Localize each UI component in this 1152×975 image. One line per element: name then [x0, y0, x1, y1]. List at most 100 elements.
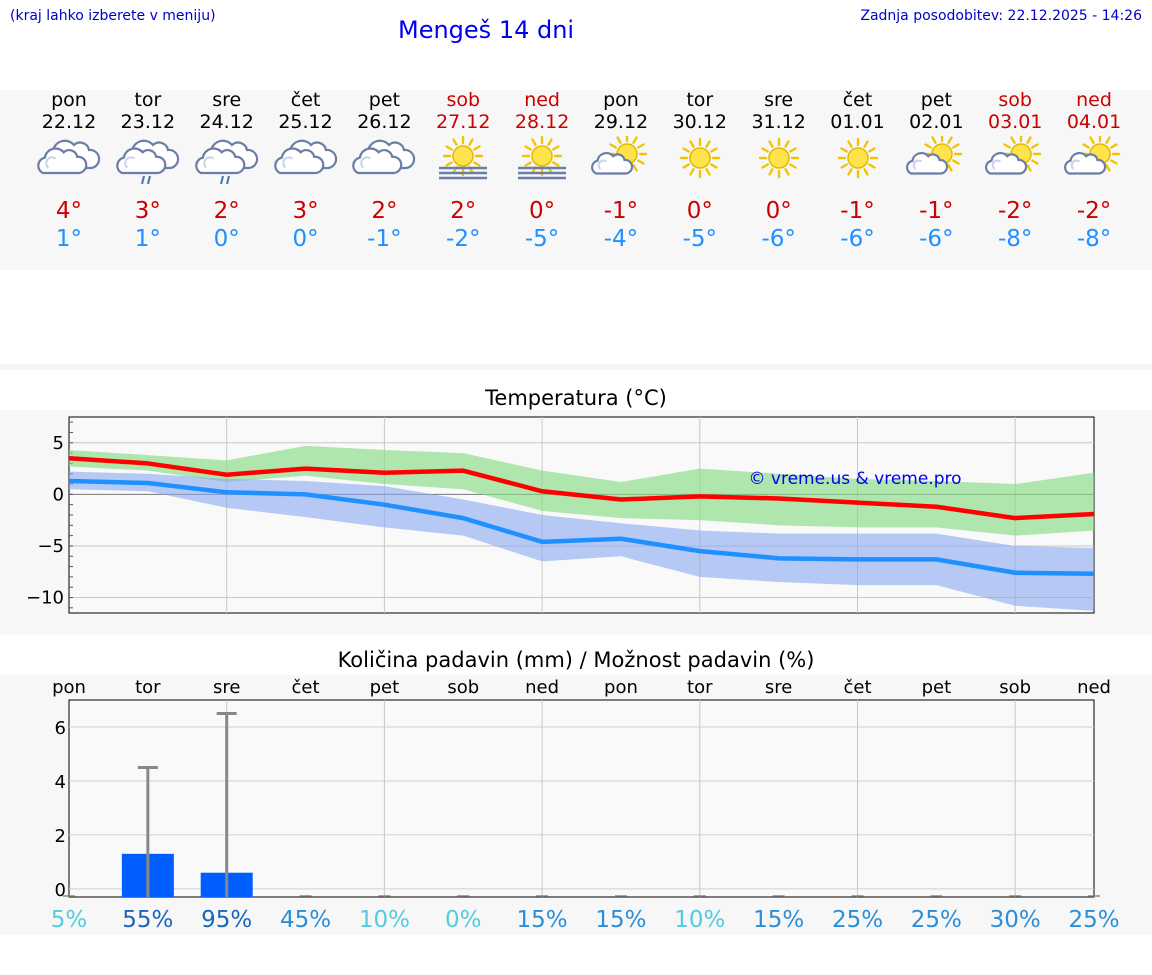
day-header: sre 24.12	[187, 89, 267, 133]
day-temperatures: -2° -8°	[1054, 197, 1134, 253]
day-name: pet	[920, 89, 952, 111]
day-temperatures: 2° -2°	[423, 197, 503, 253]
day-header: ned 04.01	[1054, 89, 1134, 133]
temp-min: -5°	[524, 226, 560, 252]
x-tick-label: sob	[999, 677, 1031, 698]
y-tick-label: 4	[55, 772, 66, 793]
precip-probability: 5%	[51, 907, 88, 933]
partly-cloudy-icon	[1064, 136, 1121, 175]
x-tick-label: pet	[370, 677, 400, 698]
location-hint: (kraj lahko izberete v meniju)	[10, 8, 216, 24]
day-temperatures: 0° -5°	[502, 197, 582, 253]
day-temperatures: 2° 0°	[187, 197, 267, 253]
sun-icon	[837, 137, 878, 179]
sun-fog-icon	[439, 136, 488, 180]
cloudy-icon	[352, 139, 416, 175]
day-date: 27.12	[436, 111, 491, 133]
day-date: 23.12	[120, 111, 176, 133]
day-name: sob	[998, 89, 1032, 111]
precip-probability: 15%	[517, 907, 568, 933]
temp-min: -8°	[1076, 226, 1112, 252]
day-header: tor 30.12	[660, 89, 740, 133]
y-tick-label: 0	[55, 880, 66, 901]
precipitation-chart: pon tor sre čet pet sob ned pon tor sre čet pet sob n…	[51, 677, 1120, 933]
day-date: 31.12	[751, 111, 806, 133]
x-tick-label: sre	[213, 677, 240, 698]
day-date: 30.12	[672, 111, 727, 133]
temp-max: -1°	[919, 198, 954, 224]
series-line-max	[68, 456, 1095, 521]
day-name: tor	[686, 89, 714, 111]
day-name: čet	[290, 89, 321, 111]
day-date: 28.12	[514, 111, 570, 133]
temp-max: 2°	[371, 198, 398, 224]
x-tick-label: pon	[52, 677, 86, 698]
temp-min: -4°	[603, 226, 639, 252]
temp-max: 3°	[134, 198, 161, 224]
precip-probability: 25%	[832, 907, 883, 933]
day-header: pet 26.12	[344, 89, 424, 133]
day-temperatures: -1° -4°	[581, 197, 661, 253]
temp-max: 0°	[765, 198, 792, 224]
day-name: pon	[51, 89, 87, 111]
day-header: sob 03.01	[975, 89, 1055, 133]
y-tick-label: 5	[53, 433, 64, 454]
temp-min: -5°	[682, 226, 718, 252]
temp-max: 2°	[213, 198, 240, 224]
partly-cloudy-icon	[985, 136, 1042, 175]
day-name: ned	[1076, 89, 1112, 111]
day-date: 22.12	[41, 111, 97, 133]
day-name: čet	[842, 89, 873, 111]
temp-max: 0°	[686, 198, 713, 224]
series-line-min	[68, 478, 1095, 577]
x-tick-label: ned	[525, 677, 559, 698]
day-date: 26.12	[357, 111, 412, 133]
cloud-rain-icon	[194, 139, 258, 184]
day-name: tor	[134, 89, 162, 111]
precip-probability: 45%	[280, 907, 331, 933]
temp-max: -1°	[603, 198, 639, 224]
precip-probability: 25%	[911, 907, 962, 933]
day-name: sre	[764, 89, 794, 111]
page-title: Mengeš 14 dni	[398, 16, 575, 44]
y-tick-label: 6	[55, 718, 66, 739]
precip-probability: 10%	[359, 907, 410, 933]
temp-max: 2°	[450, 198, 477, 224]
day-header: sob 27.12	[423, 89, 503, 133]
temp-min: 1°	[134, 226, 161, 252]
day-temperatures: 4° 1°	[29, 197, 109, 253]
day-header: pon 29.12	[581, 89, 661, 133]
temp-min: -6°	[761, 226, 796, 252]
precipitation-chart-title: Količina padavin (mm) / Možnost padavin …	[337, 648, 815, 672]
temperature-chart: 5 0 −5 −10 © vreme.us & vreme.pro	[26, 416, 1095, 614]
day-temperatures: -2° -8°	[975, 197, 1055, 253]
forecast-panel	[0, 90, 1152, 270]
day-temperatures: 0° -6°	[739, 197, 819, 253]
sun-fog-icon	[518, 136, 567, 180]
day-date: 29.12	[593, 111, 649, 133]
x-tick-label: čet	[843, 677, 871, 698]
temp-min: 1°	[55, 226, 83, 252]
plot-area	[68, 699, 1095, 898]
day-temperatures: -1° -6°	[818, 197, 898, 253]
y-tick-label: −10	[26, 588, 64, 609]
day-date: 03.01	[987, 111, 1043, 133]
temp-min: 0°	[292, 226, 319, 252]
day-temperatures: -1° -6°	[896, 197, 976, 253]
x-tick-label: tor	[135, 677, 161, 698]
precip-probability: 0%	[445, 907, 482, 933]
cloudy-icon	[37, 139, 101, 175]
sun-icon	[758, 137, 799, 179]
temp-max: 4°	[55, 198, 83, 224]
precip-probability: 15%	[595, 907, 646, 933]
x-tick-label: ned	[1077, 677, 1111, 698]
day-header: pon 22.12	[29, 89, 109, 133]
y-tick-label: 2	[55, 826, 66, 847]
day-header: čet 25.12	[266, 89, 346, 133]
x-tick-label: sob	[447, 677, 479, 698]
temp-min: -1°	[367, 226, 402, 252]
day-name: sob	[446, 89, 481, 111]
day-header: ned 28.12	[502, 89, 582, 133]
temp-max: -2°	[1076, 198, 1112, 224]
day-date: 24.12	[199, 111, 254, 133]
